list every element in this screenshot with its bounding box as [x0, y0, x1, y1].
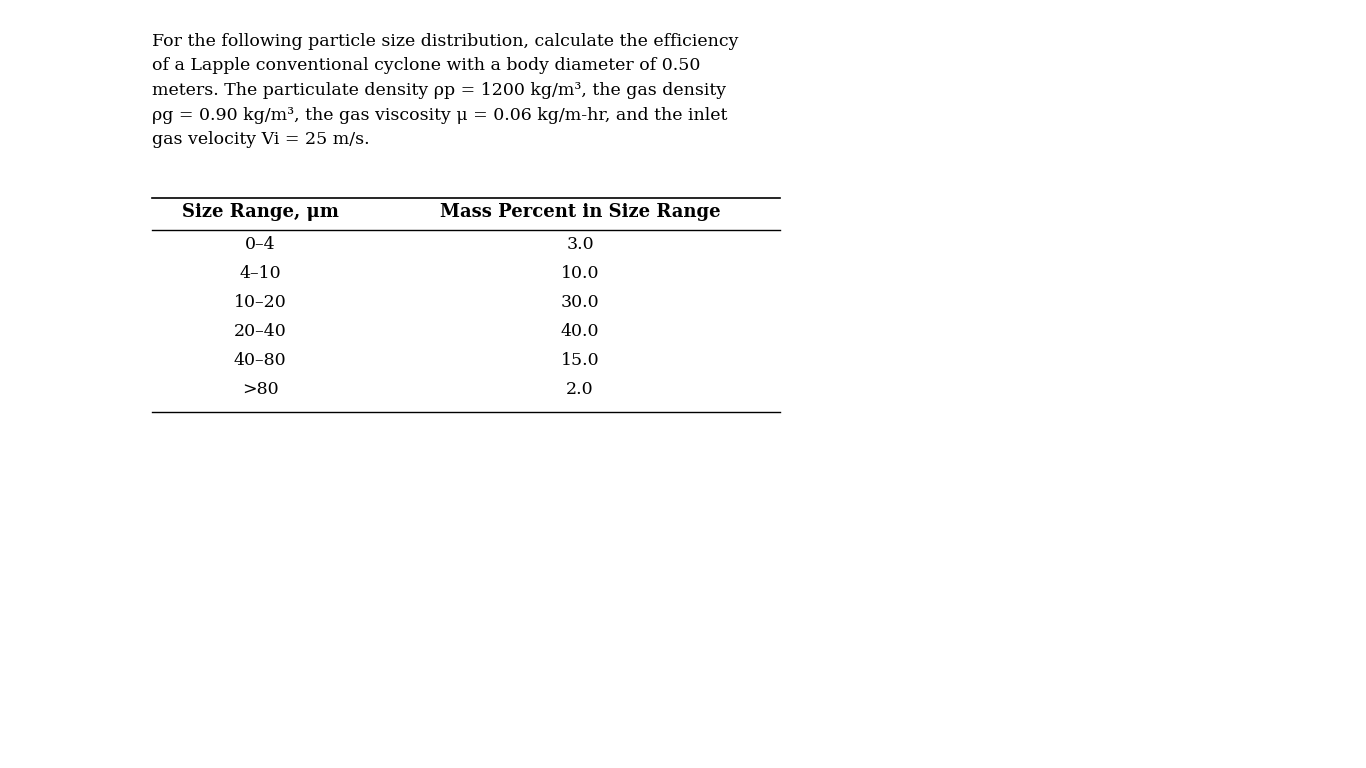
Text: of a Lapple conventional cyclone with a body diameter of 0.50: of a Lapple conventional cyclone with a … — [152, 58, 701, 74]
Text: >80: >80 — [242, 381, 279, 398]
Text: gas velocity Vi = 25 m/s.: gas velocity Vi = 25 m/s. — [152, 131, 370, 148]
Text: 15.0: 15.0 — [560, 352, 600, 369]
Text: 10.0: 10.0 — [561, 265, 600, 282]
Text: 10–20: 10–20 — [234, 294, 287, 311]
Text: Mass Percent in Size Range: Mass Percent in Size Range — [440, 203, 720, 221]
Text: Size Range, μm: Size Range, μm — [182, 203, 339, 221]
Text: 2.0: 2.0 — [566, 381, 594, 398]
Text: 0–4: 0–4 — [245, 236, 276, 253]
Text: 3.0: 3.0 — [566, 236, 594, 253]
Text: 40.0: 40.0 — [561, 323, 600, 340]
Text: ρg = 0.90 kg/m³, the gas viscosity μ = 0.06 kg/m-hr, and the inlet: ρg = 0.90 kg/m³, the gas viscosity μ = 0… — [152, 107, 727, 124]
Text: 40–80: 40–80 — [234, 352, 287, 369]
Text: 4–10: 4–10 — [239, 265, 281, 282]
Text: For the following particle size distribution, calculate the efficiency: For the following particle size distribu… — [152, 33, 739, 50]
Text: meters. The particulate density ρp = 1200 kg/m³, the gas density: meters. The particulate density ρp = 120… — [152, 82, 727, 99]
Text: 30.0: 30.0 — [560, 294, 600, 311]
Text: 20–40: 20–40 — [234, 323, 287, 340]
